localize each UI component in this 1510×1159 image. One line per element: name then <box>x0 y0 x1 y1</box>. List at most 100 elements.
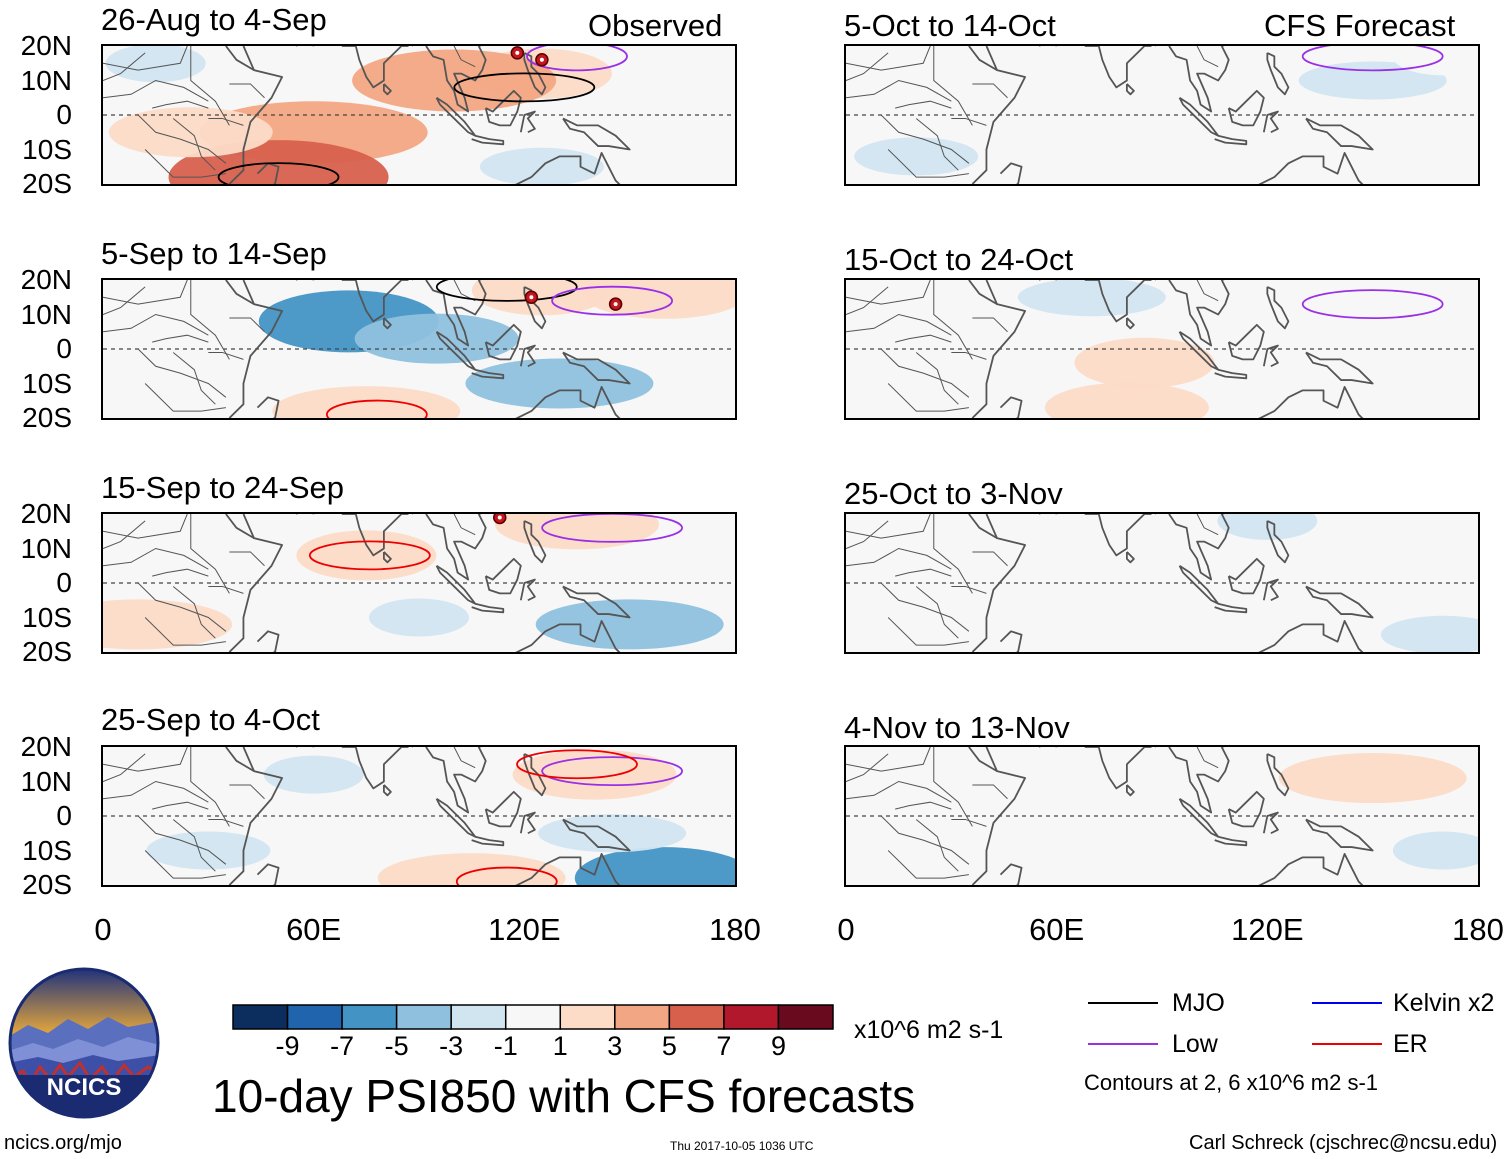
colorbar-swatch-10 <box>723 1004 780 1030</box>
border-10 <box>972 317 1008 333</box>
border-4 <box>144 149 226 178</box>
coastline-13 <box>1258 152 1364 184</box>
border-3 <box>137 815 227 865</box>
coastline-14 <box>999 396 1023 418</box>
border-7 <box>895 568 952 577</box>
colorbar <box>230 1003 836 1038</box>
border-6 <box>208 818 244 827</box>
border-9 <box>846 520 889 549</box>
coastline-14 <box>256 863 280 885</box>
anomaly-2 <box>1047 831 1172 870</box>
colorbar-tick: 3 <box>607 1031 623 1061</box>
map-panel-6 <box>844 278 1480 420</box>
colorbar-swatch-4 <box>395 1004 452 1030</box>
border-2 <box>846 79 952 102</box>
coastline-10 <box>1262 344 1279 368</box>
contour-mjo <box>217 162 340 184</box>
y-tick-label: 10N <box>20 532 72 564</box>
coastline-9 <box>484 323 522 361</box>
storm-eye-1 <box>529 295 534 300</box>
coastline-10 <box>519 811 536 835</box>
y-tick-label: 0 <box>56 800 72 831</box>
coastline-8 <box>471 134 505 146</box>
border-12 <box>1196 46 1219 68</box>
contour-low <box>541 756 684 787</box>
coastline-12 <box>1305 818 1374 852</box>
colorbar-swatch-9 <box>668 1004 725 1030</box>
border-12 <box>453 514 476 536</box>
contour-er <box>455 866 558 885</box>
border-12 <box>453 747 476 769</box>
coastline-5 <box>1125 784 1135 797</box>
border-3 <box>137 582 227 632</box>
anomaly-5 <box>111 564 236 602</box>
border-1 <box>103 46 188 71</box>
map-panel-2 <box>101 278 737 420</box>
coastline-11 <box>1266 753 1290 797</box>
anomaly-4 <box>369 598 469 637</box>
map-svg-6 <box>846 280 1478 418</box>
border-5 <box>933 46 973 126</box>
x-tick-label: 180 <box>1452 912 1504 947</box>
anomaly-3 <box>377 853 566 885</box>
colorbar-swatch-8 <box>614 1004 671 1030</box>
border-1 <box>846 747 931 772</box>
coastline-10 <box>1262 811 1279 835</box>
coastline-14 <box>256 396 280 418</box>
coastline-12 <box>1305 117 1374 151</box>
storm-eye-1 <box>515 50 520 55</box>
anomaly-3 <box>1298 61 1447 100</box>
panel-title-4: 25-Sep to 4-Oct <box>101 702 320 737</box>
x-tick-label: 120E <box>488 912 561 947</box>
coastline-9 <box>1227 557 1265 595</box>
y-tick-label: 10S <box>22 367 72 399</box>
colorbar-tick: -7 <box>330 1031 355 1061</box>
y-tick-label: 20N <box>20 30 72 61</box>
y-tick-label: 0 <box>56 567 72 598</box>
coastline-8 <box>1214 134 1248 146</box>
storm-eye-2 <box>613 302 618 307</box>
border-5 <box>190 514 230 594</box>
anomaly-5 <box>582 280 735 319</box>
border-1 <box>846 46 931 71</box>
coastline-4 <box>341 514 409 557</box>
anomaly-5 <box>1380 615 1478 652</box>
border-7 <box>152 100 209 109</box>
y-tick-label: 0 <box>56 99 72 130</box>
border-1 <box>846 280 931 305</box>
anomaly-6 <box>590 96 735 134</box>
border-6 <box>208 117 244 126</box>
anomaly-4 <box>1392 831 1478 870</box>
colorbar-swatch-6 <box>504 1004 562 1030</box>
map-panel-1 <box>101 44 737 186</box>
legend-line-mjo <box>1088 1002 1158 1004</box>
coastline-1 <box>228 280 283 418</box>
coastline-7 <box>435 797 477 838</box>
border-8 <box>172 819 216 872</box>
border-9 <box>846 753 889 782</box>
anomaly-2 <box>354 313 519 364</box>
anomaly-7 <box>105 364 206 403</box>
border-3 <box>880 348 970 398</box>
border-4 <box>887 617 969 646</box>
coastline-1 <box>228 46 283 184</box>
border-3 <box>880 815 970 865</box>
coastline-7 <box>1178 797 1220 838</box>
contour-low <box>551 285 674 316</box>
x-tick-label: 180 <box>709 912 761 947</box>
border-10 <box>972 551 1008 567</box>
coastline-6 <box>1168 280 1230 347</box>
y-tick-label: 10S <box>22 133 72 165</box>
coastline-6 <box>1168 46 1230 113</box>
y-tick-label: 20N <box>20 264 72 295</box>
border-6 <box>951 351 987 360</box>
border-1 <box>103 747 188 772</box>
site-link[interactable]: ncics.org/mjo <box>4 1132 122 1154</box>
coastline-5 <box>382 784 392 797</box>
colorbar-tick: -9 <box>275 1031 300 1061</box>
legend-label-er: ER <box>1393 1030 1428 1058</box>
coastline-13 <box>1258 620 1364 652</box>
contour-low <box>1301 46 1444 72</box>
coastline-13 <box>1258 386 1364 418</box>
map-panel-4 <box>101 745 737 887</box>
